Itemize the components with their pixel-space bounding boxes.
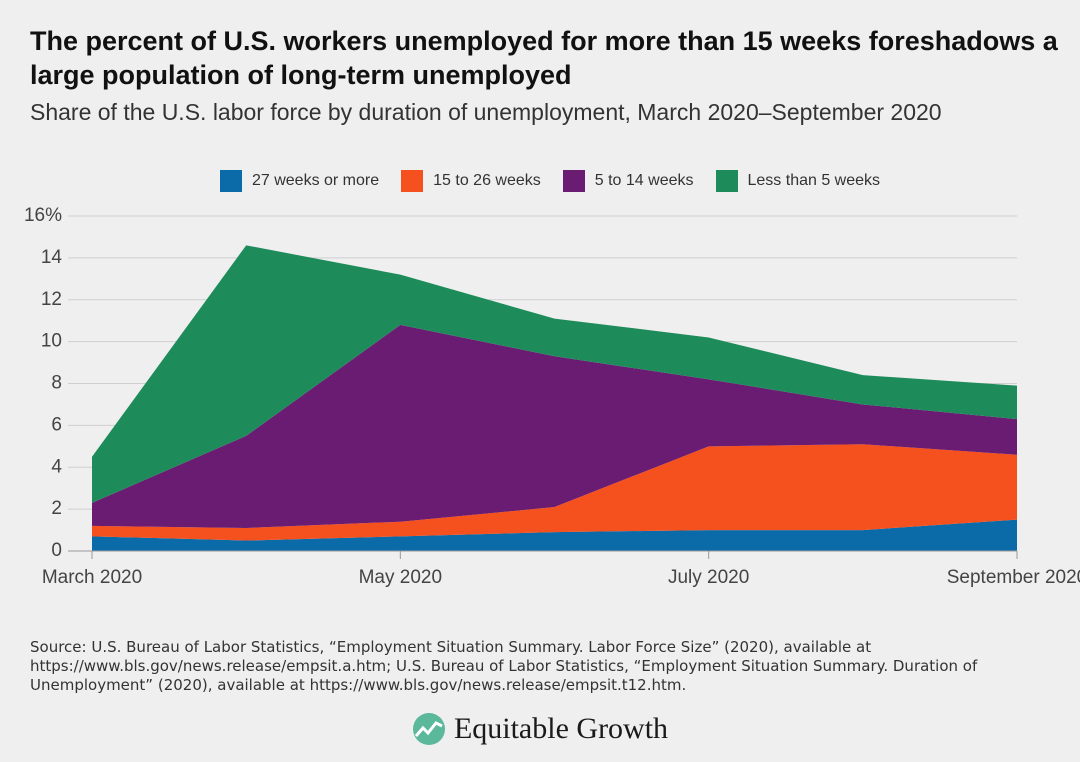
legend-swatch [219, 170, 242, 192]
legend: 27 weeks or more 15 to 26 weeks 5 to 14 we… [0, 170, 1080, 192]
x-tick-label: September 2020 [947, 567, 1080, 588]
y-tick-label: 14 [41, 247, 63, 268]
legend-label: 5 to 14 weeks [594, 172, 694, 189]
legend-item: 15 to 26 weeks [401, 170, 541, 192]
legend-item: 27 weeks or more [219, 170, 380, 192]
area [92, 324, 1017, 528]
legend-swatch [715, 170, 738, 192]
area [92, 519, 1017, 551]
y-tick-label: 8 [51, 373, 62, 394]
x-tick-label: July 2020 [668, 567, 749, 588]
legend-item: 5 to 14 weeks [562, 170, 694, 192]
y-tick-label: 4 [51, 456, 62, 477]
legend-swatch [562, 170, 585, 192]
legend-label: Less than 5 weeks [747, 172, 881, 189]
y-tick-label: 10 [41, 331, 62, 352]
logo-text: Equitable Growth [453, 712, 669, 745]
area [92, 245, 1017, 503]
legend-item: Less than 5 weeks [715, 170, 881, 192]
legend-label: 27 weeks or more [251, 172, 380, 189]
chart-subtitle: Share of the U.S. labor force by duratio… [30, 99, 942, 125]
legend-label: 15 to 26 weeks [433, 172, 541, 189]
y-tick-label: 16% [24, 205, 62, 226]
y-tick-label: 6 [51, 414, 62, 435]
x-tick-label: May 2020 [359, 567, 442, 588]
x-tick-label: March 2020 [42, 567, 142, 588]
y-tick-label: 12 [41, 289, 62, 310]
chart-title: The percent of U.S. workers unemployed f… [30, 26, 1058, 90]
y-tick-label: 0 [51, 540, 62, 561]
y-tick-label: 2 [51, 498, 62, 519]
logo-icon [412, 713, 445, 745]
source-note: Source: U.S. Bureau of Labor Statistics,… [30, 638, 978, 694]
branding: Equitable Growth [0, 712, 1080, 746]
chart: 0 2 4 6 8 10 12 14 16% March 2020 May 2020 July 202… [24, 205, 1080, 588]
legend-swatch [401, 170, 424, 192]
area [92, 444, 1017, 541]
